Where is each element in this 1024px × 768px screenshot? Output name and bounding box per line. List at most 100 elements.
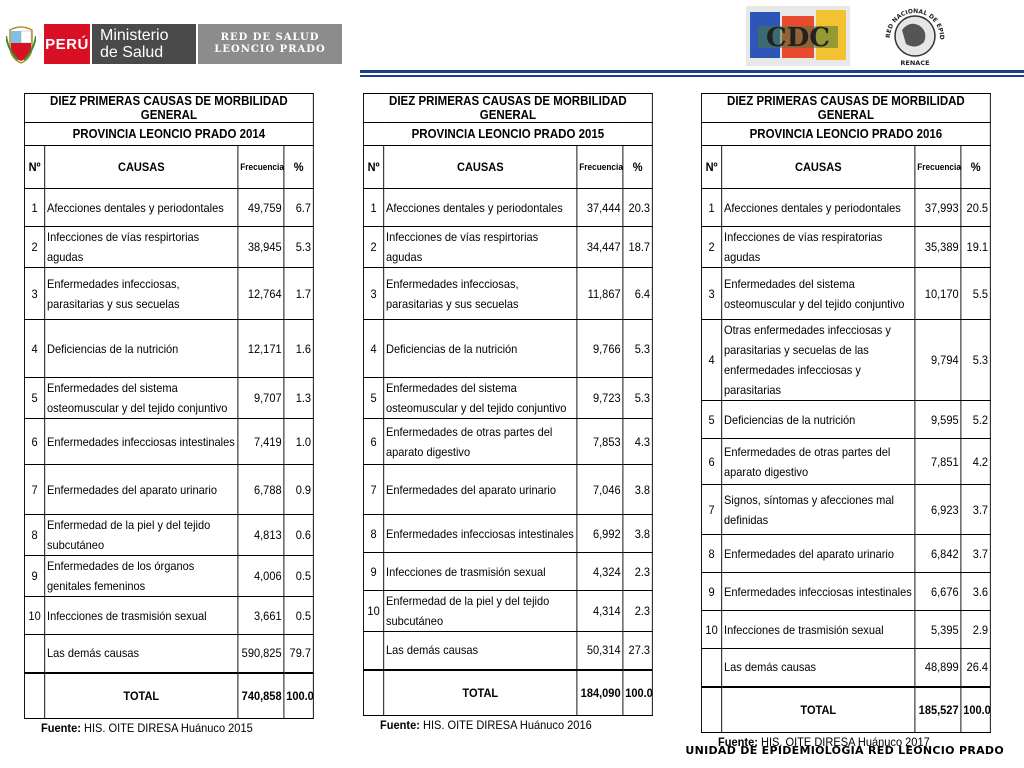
- table-title: DIEZ PRIMERAS CAUSAS DE MORBILIDAD GENER…: [362, 93, 653, 123]
- row-number: 3: [23, 267, 46, 320]
- peru-label: PERÚ: [44, 24, 90, 64]
- row-cause: Infecciones de vías respirtorias agudas: [44, 226, 239, 268]
- col-header-cause: CAUSAS: [383, 145, 578, 189]
- table-row: 4 Deficiencias de la nutrición 9,766 5.3: [362, 319, 653, 378]
- row-cause: Otras enfermedades infecciosas y parasit…: [721, 319, 916, 401]
- table-row: 4 Otras enfermedades infecciosas y paras…: [701, 319, 991, 401]
- table-row: 3 Enfermedades infecciosas, parasitarias…: [23, 267, 314, 320]
- table-header-row: Nº CAUSAS Frecuencia %: [362, 145, 653, 189]
- row-number: 10: [23, 596, 46, 635]
- row-number: 7: [362, 464, 385, 515]
- row-percent: 5.5: [960, 267, 991, 320]
- row-frequency: 6,788: [237, 464, 285, 515]
- row-number: 6: [701, 438, 723, 485]
- row-cause: Las demás causas: [44, 634, 239, 673]
- table-row: 5 Enfermedades del sistema osteomuscular…: [23, 377, 314, 419]
- row-percent: 3.8: [622, 514, 653, 553]
- table-row: 9 Enfermedades infecciosas intestinales …: [701, 572, 991, 611]
- row-number: 2: [362, 226, 385, 268]
- table-header-row: Nº CAUSAS Frecuencia %: [701, 145, 991, 189]
- row-frequency: 7,046: [576, 464, 624, 515]
- source-note: Fuente: HIS. OITE DIRESA Huánuco 2016: [363, 715, 652, 734]
- row-cause: Enfermedades infecciosas, parasitarias y…: [44, 267, 239, 320]
- col-header-pct: %: [283, 145, 314, 189]
- page-header: PERÚ Ministerio de Salud RED DE SALUD LE…: [0, 0, 1024, 77]
- row-frequency: 9,723: [576, 377, 624, 419]
- row-percent: 2.3: [622, 590, 653, 632]
- row-percent: 20.3: [622, 188, 653, 227]
- col-header-num: Nº: [362, 145, 385, 189]
- row-number: 8: [701, 534, 723, 573]
- source-note: Fuente: HIS. OITE DIRESA Huánuco 2015: [24, 718, 313, 737]
- row-cause: Infecciones de trasmisión sexual: [383, 552, 578, 591]
- row-cause: Enfermedades del aparato urinario: [44, 464, 239, 515]
- row-frequency: 12,171: [237, 319, 285, 378]
- row-percent: 1.0: [283, 418, 314, 465]
- row-number: 8: [362, 514, 385, 553]
- row-number: [362, 631, 385, 670]
- table-subtitle: PROVINCIA LEONCIO PRADO 2014: [23, 122, 314, 146]
- row-percent: 6.7: [283, 188, 314, 227]
- table-row: 6 Enfermedades de otras partes del apara…: [362, 418, 653, 465]
- total-frequency: 740,858: [237, 671, 285, 719]
- row-cause: Enfermedades de los órganos genitales fe…: [44, 555, 239, 597]
- row-cause: Las demás causas: [721, 648, 916, 687]
- row-percent: 3.7: [960, 534, 991, 573]
- morbidity-table-2015: DIEZ PRIMERAS CAUSAS DE MORBILIDAD GENER…: [362, 93, 653, 734]
- row-cause: Afecciones dentales y periodontales: [44, 188, 239, 227]
- row-number: 1: [23, 188, 46, 227]
- row-percent: 2.9: [960, 610, 991, 649]
- table-subtitle: PROVINCIA LEONCIO PRADO 2015: [362, 122, 653, 146]
- row-percent: 5.3: [283, 226, 314, 268]
- row-number: 2: [701, 226, 723, 268]
- total-label: TOTAL: [44, 671, 239, 719]
- table-row: 7 Signos, síntomas y afecciones mal defi…: [701, 484, 991, 535]
- morbidity-table-2014: DIEZ PRIMERAS CAUSAS DE MORBILIDAD GENER…: [23, 93, 314, 737]
- row-number: 7: [23, 464, 46, 515]
- table-subtitle: PROVINCIA LEONCIO PRADO 2016: [701, 122, 991, 146]
- row-frequency: 6,676: [914, 572, 962, 611]
- row-cause: Enfermedades de otras partes del aparato…: [383, 418, 578, 465]
- header-rule-bottom: [360, 75, 1024, 77]
- col-header-pct: %: [622, 145, 653, 189]
- source-label: Fuente:: [41, 720, 81, 735]
- col-header-freq: Frecuencia: [237, 145, 285, 189]
- row-number: [701, 648, 723, 687]
- epidemiology-unit-footer: UNIDAD DE EPIDEMIOLOGIA RED LEONCIO PRAD…: [685, 744, 1004, 757]
- row-frequency: 6,842: [914, 534, 962, 573]
- table-row: 7 Enfermedades del aparato urinario 7,04…: [362, 464, 653, 515]
- table-row: 5 Deficiencias de la nutrición 9,595 5.2: [701, 400, 991, 439]
- row-cause: Infecciones de trasmisión sexual: [721, 610, 916, 649]
- row-percent: 18.7: [622, 226, 653, 268]
- renace-label: RENACE: [900, 59, 929, 67]
- row-cause: Afecciones dentales y periodontales: [721, 188, 916, 227]
- table-row: 9 Enfermedades de los órganos genitales …: [23, 555, 314, 597]
- red-salud-line-2: LEONCIO PRADO: [214, 44, 326, 55]
- row-frequency: 11,867: [576, 267, 624, 320]
- row-frequency: 10,170: [914, 267, 962, 320]
- col-header-cause: CAUSAS: [44, 145, 239, 189]
- ministry-line-1: Ministerio: [100, 27, 169, 44]
- table-row: 2 Infecciones de vías respiratorias agud…: [701, 226, 991, 268]
- table-row: 7 Enfermedades del aparato urinario 6,78…: [23, 464, 314, 515]
- table-row: 3 Enfermedades infecciosas, parasitarias…: [362, 267, 653, 320]
- row-cause: Deficiencias de la nutrición: [383, 319, 578, 378]
- row-frequency: 6,992: [576, 514, 624, 553]
- row-percent: 6.4: [622, 267, 653, 320]
- ministry-label: Ministerio de Salud: [92, 24, 196, 64]
- row-number: 5: [701, 400, 723, 439]
- col-header-pct: %: [960, 145, 991, 189]
- row-percent: 0.6: [283, 514, 314, 556]
- row-frequency: 5,395: [914, 610, 962, 649]
- row-percent: 26.4: [960, 648, 991, 687]
- col-header-num: Nº: [701, 145, 723, 189]
- row-frequency: 4,314: [576, 590, 624, 632]
- row-frequency: 37,444: [576, 188, 624, 227]
- row-frequency: 9,766: [576, 319, 624, 378]
- row-frequency: 9,595: [914, 400, 962, 439]
- row-number: 10: [701, 610, 723, 649]
- table-row: 2 Infecciones de vías respirtorias aguda…: [362, 226, 653, 268]
- row-frequency: 590,825: [237, 634, 285, 673]
- row-percent: 19.1: [960, 226, 991, 268]
- row-number: 1: [701, 188, 723, 227]
